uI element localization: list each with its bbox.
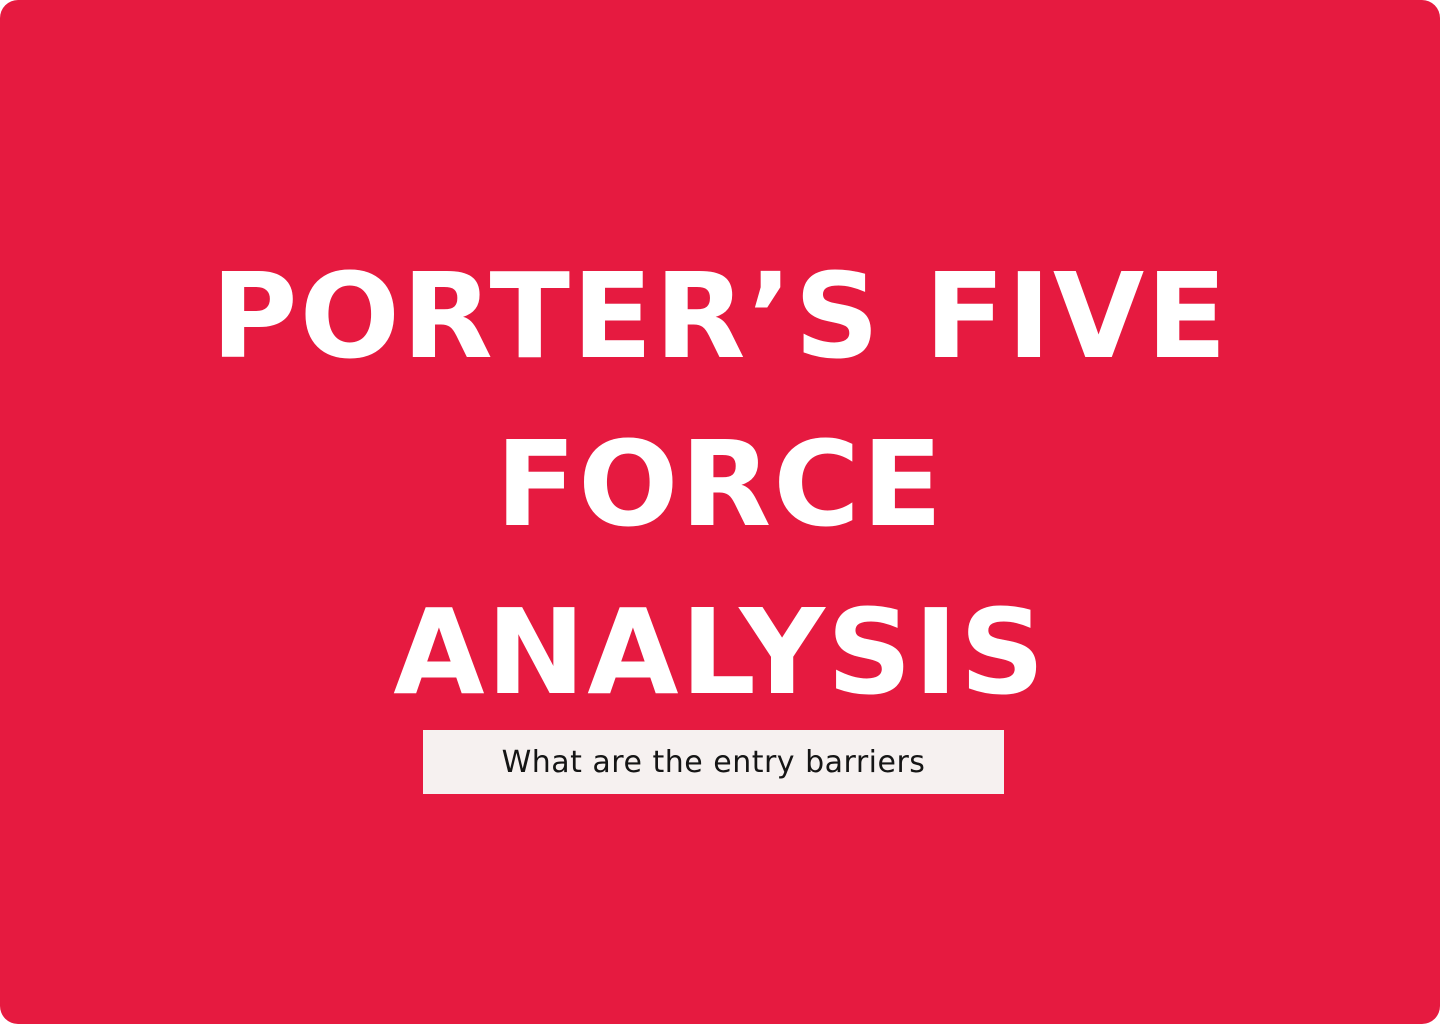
subtitle-banner: What are the entry barriers: [423, 730, 1004, 794]
page-title: PORTER’S FIVE FORCE ANALYSIS: [0, 232, 1440, 736]
title-line: PORTER’S FIVE: [0, 232, 1440, 400]
title-line: FORCE: [0, 400, 1440, 568]
subtitle-text: What are the entry barriers: [502, 745, 926, 780]
title-line: ANALYSIS: [0, 568, 1440, 736]
